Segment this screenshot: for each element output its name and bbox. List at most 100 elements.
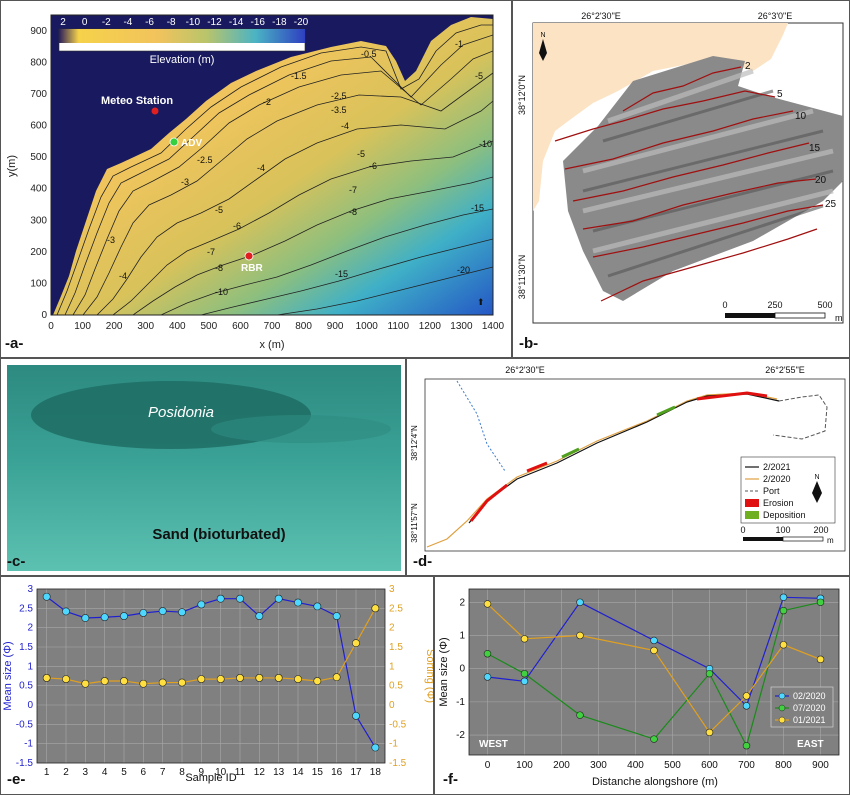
panel-label: -a- xyxy=(5,335,24,352)
colorbar-tick-label: -16 xyxy=(251,17,266,28)
data-point xyxy=(255,674,264,682)
colorbar-tick-label: -6 xyxy=(145,17,154,28)
data-point xyxy=(742,742,751,750)
contour-label: -5 xyxy=(215,205,223,215)
contour-label: -8 xyxy=(215,263,223,273)
y-tick-label-right: 1 xyxy=(389,661,395,672)
erosion-segments xyxy=(469,391,768,522)
svg-text:2/2021: 2/2021 xyxy=(763,462,791,472)
x-tick-label: 700 xyxy=(738,760,755,771)
contour-label: -3.5 xyxy=(331,105,347,115)
meteo-station-marker xyxy=(151,107,159,115)
data-point xyxy=(274,674,283,682)
data-point xyxy=(520,677,529,685)
contour-label: -15 xyxy=(471,203,484,213)
x-tick-label: 17 xyxy=(350,767,362,778)
data-point xyxy=(352,639,360,648)
data-point xyxy=(178,678,186,687)
y-tick-label: 700 xyxy=(30,89,47,100)
x-axis-label: Sample ID xyxy=(185,772,236,784)
x-axis-label: Distanche alongshore (m) xyxy=(592,776,718,788)
y-tick-label-right: 1.5 xyxy=(389,642,403,653)
y-tick-label-left: -0.5 xyxy=(16,719,34,730)
north-arrow-icon: N xyxy=(539,32,547,61)
depth-label: 25 xyxy=(825,199,837,210)
legend: 2/2021 2/2020 Port Erosion Deposition xyxy=(740,456,836,524)
data-point xyxy=(520,669,529,678)
meteo-station-label: Meteo Station xyxy=(101,95,173,107)
land-area xyxy=(51,15,493,315)
colorbar-title: Elevation (m) xyxy=(150,54,215,66)
legend-marker xyxy=(778,692,786,700)
colorbar-tick-label: -18 xyxy=(272,17,287,28)
adv-label: ADV xyxy=(181,138,202,149)
svg-text:250: 250 xyxy=(767,300,782,310)
longitude-label: 26°2'55"E xyxy=(765,365,805,375)
x-tick-label: 600 xyxy=(701,760,718,771)
deposition-segments xyxy=(561,405,676,459)
x-tick-label: 6 xyxy=(141,767,147,778)
panel-a: -0.5 -1.5 -2 -2.5 -3.5 -2.5 -3 -4 -4 -5 … xyxy=(0,0,512,358)
x-tick-label: 11 xyxy=(235,767,246,778)
svg-text:Erosion: Erosion xyxy=(763,498,794,508)
colorbar-tick-label: 0 xyxy=(82,17,88,28)
contour-label: -4 xyxy=(341,121,349,131)
contour-label: -4 xyxy=(257,163,265,173)
data-point xyxy=(705,728,714,737)
longitude-label: 26°2'30"E xyxy=(581,11,621,21)
x-tick-label: 800 xyxy=(295,321,312,332)
data-point xyxy=(371,743,380,752)
contour-label: -7 xyxy=(207,247,215,257)
data-point xyxy=(42,592,51,601)
x-tick-label: 1 xyxy=(44,767,50,778)
y-tick-label: 600 xyxy=(30,121,47,132)
legend-label: 01/2021 xyxy=(793,715,826,725)
panel-f: 0 100 200 300 400 500 600 700 800 900 -2 -1 0 1 2 WEST… xyxy=(434,576,850,795)
data-point xyxy=(216,594,225,603)
data-point xyxy=(294,598,302,607)
svg-text:2/2020: 2/2020 xyxy=(763,474,791,484)
data-point xyxy=(216,675,225,683)
panel-label: -d- xyxy=(413,553,433,570)
svg-text:m: m xyxy=(827,536,834,545)
panel-f-chart: 0 100 200 300 400 500 600 700 800 900 -2 -1 0 1 2 WEST… xyxy=(438,588,840,788)
colorbar-tick-label: -12 xyxy=(207,17,222,28)
x-tick-label: 600 xyxy=(232,321,249,332)
data-point xyxy=(705,669,714,678)
y-tick-label: -1 xyxy=(456,697,465,708)
contour-label: -0.5 xyxy=(361,49,377,59)
north-arrow-icon: ⬆ xyxy=(477,297,485,307)
colorbar-tick-label: -20 xyxy=(294,17,309,28)
contour-lines xyxy=(56,24,493,315)
contour-label: -6 xyxy=(369,161,377,171)
depth-contours xyxy=(554,66,824,302)
data-point xyxy=(313,602,322,611)
series-line xyxy=(487,596,821,707)
legend-marker xyxy=(778,704,786,712)
contour-label: -1 xyxy=(455,39,463,49)
y-tick-label-right: 2.5 xyxy=(389,603,403,614)
contour-label: -5 xyxy=(357,149,365,159)
x-tick-label: 400 xyxy=(169,321,186,332)
contour-label: -5 xyxy=(475,71,483,81)
x-tick-label: 12 xyxy=(254,767,266,778)
data-point xyxy=(255,612,264,620)
x-tick-label: 7 xyxy=(160,767,166,778)
contour-label: -6 xyxy=(233,221,241,231)
y-tick-label: 200 xyxy=(30,247,47,258)
panel-d-figure: 26°2'30"E 26°2'55"E 38°12'4"N 38°11'57"N… xyxy=(410,365,846,552)
port-outline xyxy=(772,394,828,440)
y-tick-label: 500 xyxy=(30,152,47,163)
x-tick-label: 200 xyxy=(106,321,123,332)
contour-label: -2.5 xyxy=(197,155,213,165)
svg-text:Deposition: Deposition xyxy=(763,510,806,520)
contour-label: -4 xyxy=(119,271,127,281)
x-tick-label: 4 xyxy=(102,767,108,778)
colorbar-tick-label: -2 xyxy=(102,17,111,28)
depth-label: 15 xyxy=(809,143,821,154)
contour-label: -20 xyxy=(457,265,470,275)
data-point xyxy=(742,692,751,700)
latitude-label: 38°12'4"N xyxy=(410,425,419,461)
x-tick-label: 9 xyxy=(199,767,205,778)
contour-label: -10 xyxy=(479,139,492,149)
